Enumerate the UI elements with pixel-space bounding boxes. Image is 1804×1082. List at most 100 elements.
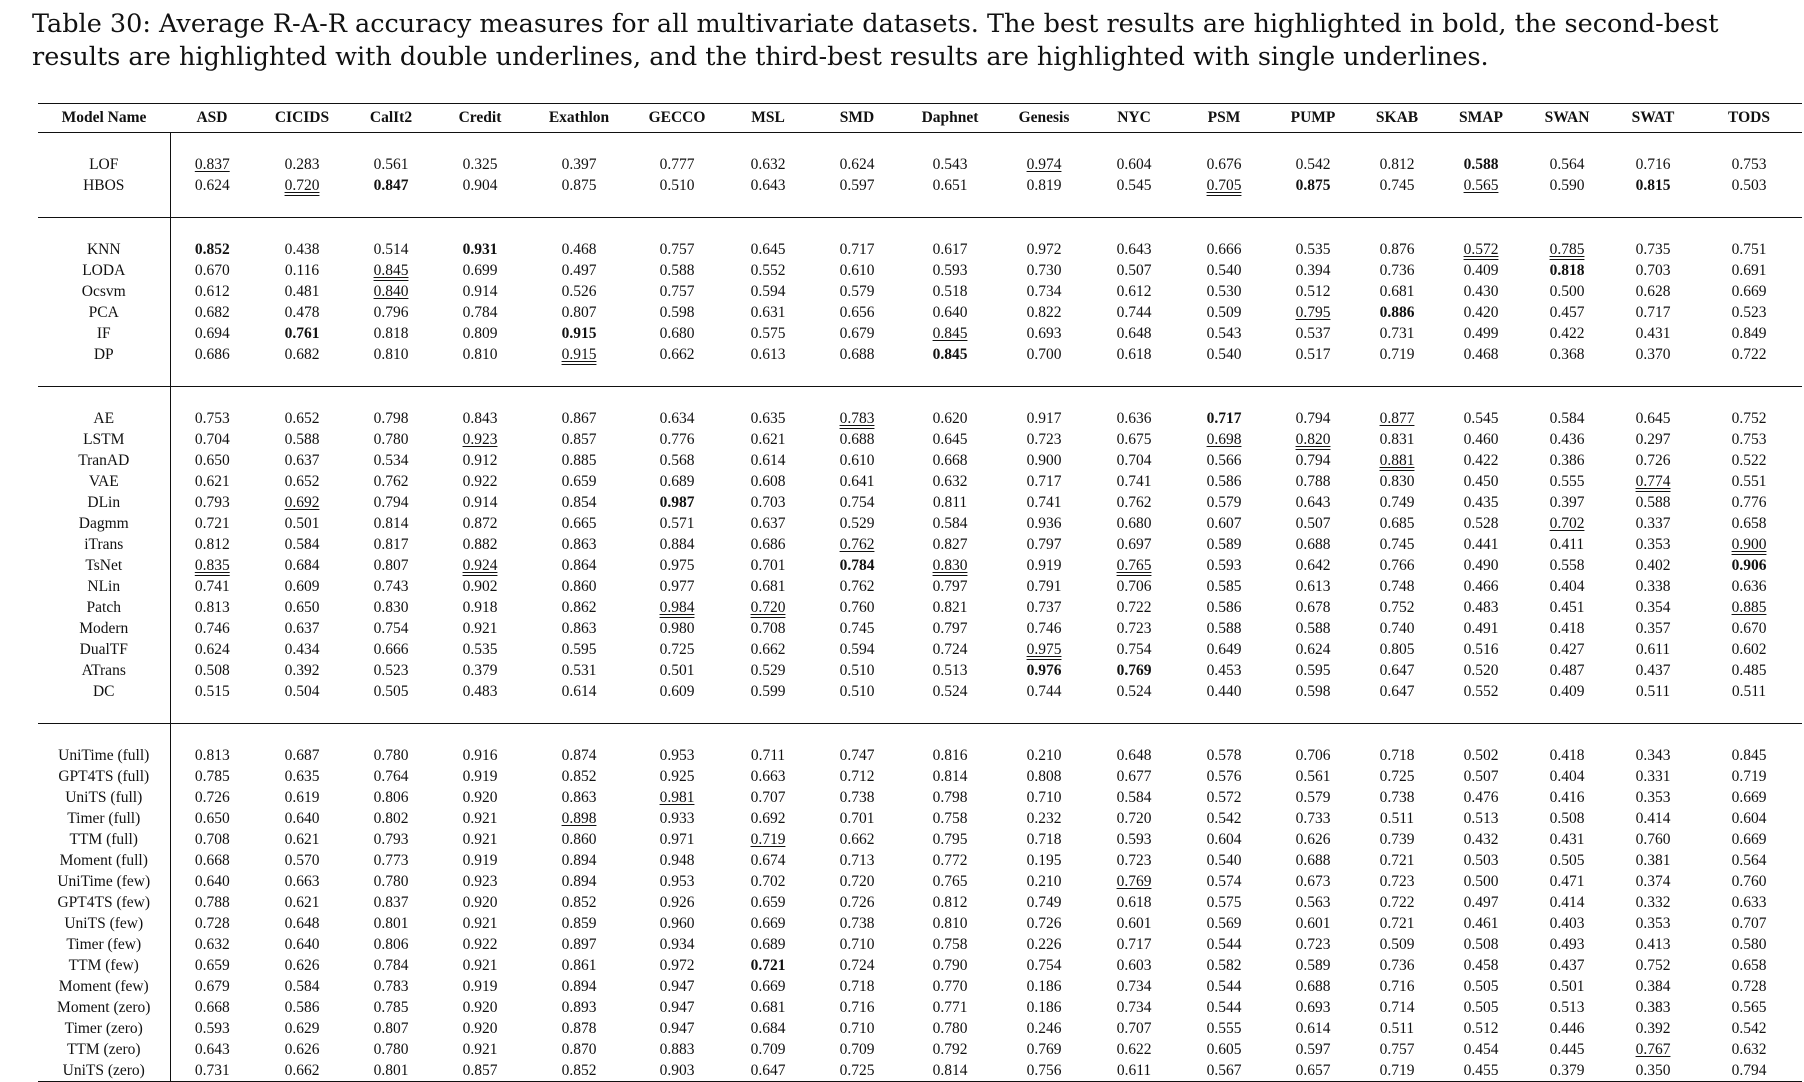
score-cell: 0.652 [254, 408, 350, 429]
score-cell: 0.468 [1438, 344, 1524, 365]
score-cell: 0.566 [1178, 450, 1270, 471]
score-value: 0.923 [462, 431, 498, 448]
score-value: 0.702 [1549, 515, 1585, 532]
model-name-cell: TsNet [38, 555, 171, 576]
score-value: 0.503 [1731, 177, 1767, 194]
score-value: 0.753 [194, 410, 230, 427]
score-cell: 0.597 [812, 175, 902, 196]
score-cell: 0.383 [1610, 997, 1696, 1018]
score-cell: 0.780 [350, 1039, 432, 1060]
score-value: 0.788 [194, 894, 230, 911]
score-cell: 0.835 [170, 555, 254, 576]
score-cell: 0.659 [170, 955, 254, 976]
score-cell: 0.551 [1696, 471, 1802, 492]
score-value: 0.418 [1549, 747, 1585, 764]
score-cell: 0.634 [630, 408, 724, 429]
score-value: 0.632 [932, 473, 968, 490]
score-value: 0.679 [194, 978, 230, 995]
score-value: 0.565 [1463, 177, 1499, 194]
score-value: 0.681 [750, 999, 786, 1016]
score-cell: 0.637 [724, 513, 812, 534]
score-value: 0.754 [839, 494, 875, 511]
table-row: UniTS (zero) 0.731 0.662 0.801 0.857 0.852 0.9… [38, 1060, 1802, 1082]
score-cell: 0.392 [254, 660, 350, 681]
score-cell: 0.916 [432, 745, 528, 766]
header-pump: PUMP [1270, 103, 1356, 133]
score-cell: 0.902 [432, 576, 528, 597]
score-value: 0.626 [284, 1041, 320, 1058]
score-value: 0.810 [932, 915, 968, 932]
score-cell: 0.753 [1696, 429, 1802, 450]
score-cell: 0.542 [1178, 808, 1270, 829]
score-cell: 0.663 [254, 871, 350, 892]
score-value: 0.801 [373, 1062, 409, 1079]
score-value: 0.694 [194, 325, 230, 342]
score-value: 0.610 [839, 262, 875, 279]
score-cell: 0.819 [998, 175, 1090, 196]
score-cell: 0.544 [1178, 976, 1270, 997]
score-value: 0.807 [373, 557, 409, 574]
score-cell: 0.643 [170, 1039, 254, 1060]
score-cell: 0.619 [254, 787, 350, 808]
score-value: 0.780 [373, 431, 409, 448]
score-cell: 0.325 [432, 154, 528, 175]
score-cell: 0.609 [630, 681, 724, 702]
model-name-cell: UniTS (few) [38, 913, 171, 934]
score-value: 0.226 [1026, 936, 1062, 953]
model-name-cell: HBOS [38, 175, 171, 196]
score-cell: 0.720 [254, 175, 350, 196]
score-value: 0.508 [1549, 810, 1585, 827]
score-cell: 0.603 [1090, 955, 1178, 976]
score-value: 0.747 [839, 747, 875, 764]
score-cell: 0.588 [1178, 618, 1270, 639]
score-value: 0.460 [1463, 431, 1499, 448]
score-cell: 0.487 [1524, 660, 1610, 681]
score-cell: 0.579 [1270, 787, 1356, 808]
score-value: 0.711 [750, 747, 786, 764]
score-value: 0.721 [194, 515, 230, 532]
score-cell: 0.684 [254, 555, 350, 576]
score-cell: 0.542 [1696, 1018, 1802, 1039]
score-cell: 0.806 [350, 934, 432, 955]
score-value: 0.878 [561, 1020, 597, 1037]
score-value: 0.719 [1731, 768, 1767, 785]
score-cell: 0.883 [630, 1039, 724, 1060]
score-value: 0.432 [1463, 831, 1499, 848]
score-value: 0.656 [839, 304, 875, 321]
score-value: 0.670 [1731, 620, 1767, 637]
score-cell: 0.483 [432, 681, 528, 702]
score-value: 0.411 [1549, 536, 1585, 553]
score-value: 0.402 [1635, 557, 1671, 574]
score-value: 0.882 [462, 536, 498, 553]
score-value: 0.749 [1379, 494, 1415, 511]
score-value: 0.579 [1206, 494, 1242, 511]
score-value: 0.669 [1731, 789, 1767, 806]
score-cell: 0.722 [1090, 597, 1178, 618]
score-cell: 0.884 [630, 534, 724, 555]
score-cell: 0.725 [1356, 766, 1438, 787]
score-cell: 0.741 [998, 492, 1090, 513]
score-cell: 0.354 [1610, 597, 1696, 618]
score-value: 0.707 [750, 789, 786, 806]
model-name-cell: Timer (zero) [38, 1018, 171, 1039]
score-value: 0.765 [932, 873, 968, 890]
score-value: 0.798 [932, 789, 968, 806]
score-cell: 0.785 [350, 997, 432, 1018]
score-value: 0.613 [1295, 578, 1331, 595]
score-value: 0.414 [1549, 894, 1585, 911]
score-value: 0.769 [1116, 873, 1152, 890]
score-value: 0.770 [932, 978, 968, 995]
score-cell: 0.767 [1610, 1039, 1696, 1060]
score-value: 0.684 [750, 1020, 786, 1037]
score-value: 0.987 [659, 494, 695, 511]
score-cell: 0.840 [350, 281, 432, 302]
score-value: 0.659 [561, 473, 597, 490]
score-value: 0.921 [462, 957, 498, 974]
score-value: 0.811 [932, 494, 968, 511]
score-cell: 0.710 [812, 934, 902, 955]
score-value: 0.517 [1295, 346, 1331, 363]
score-value: 0.561 [373, 156, 409, 173]
score-value: 0.681 [750, 578, 786, 595]
score-value: 0.441 [1463, 536, 1499, 553]
score-cell: 0.801 [350, 1060, 432, 1082]
